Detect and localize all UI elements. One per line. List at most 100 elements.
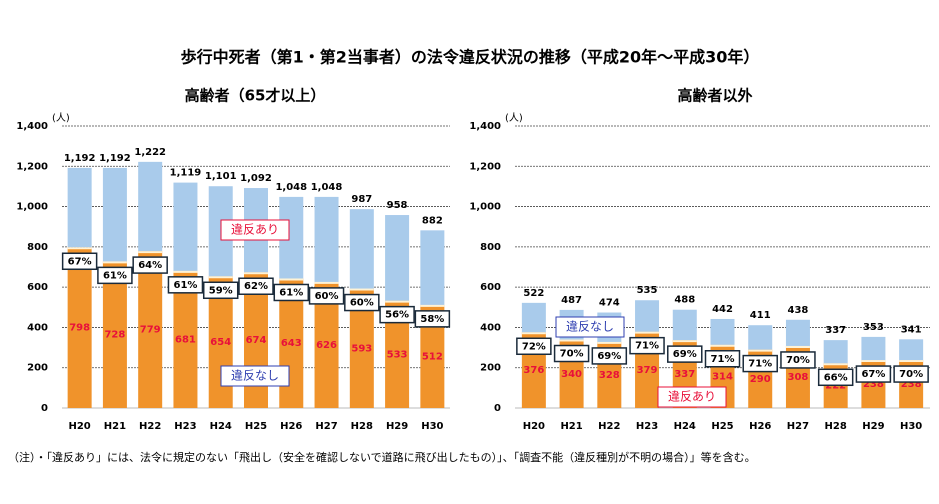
ratio-box: [132, 256, 168, 274]
total-label: 1,048: [275, 182, 307, 193]
x-tick-label: H25: [245, 421, 267, 432]
x-tick-label: H29: [862, 421, 884, 432]
bar-segment: [173, 182, 198, 271]
ratio-box: [667, 345, 703, 363]
ratio-box: [414, 310, 451, 328]
x-tick-label: H23: [636, 421, 658, 432]
ratio-box: [202, 281, 239, 300]
total-label: 337: [825, 325, 846, 336]
y-tick-label: 400: [27, 322, 48, 333]
ratio-label: 61%: [103, 270, 127, 281]
x-tick-label: H20: [523, 421, 545, 432]
ratio-box: [516, 337, 552, 356]
total-label: 1,119: [170, 168, 202, 179]
bar-segment: [314, 196, 339, 282]
ratio-label: 70%: [786, 355, 810, 366]
y-unit: (人): [505, 112, 523, 124]
y-tick-label: 0: [41, 403, 48, 414]
y-tick-label: 400: [480, 322, 501, 333]
x-tick-label: H28: [825, 421, 847, 432]
ratio-label: 61%: [279, 287, 303, 298]
value-label: 654: [210, 337, 231, 348]
value-label: 512: [422, 351, 443, 362]
value-label: 779: [140, 325, 161, 336]
ratio-label: 60%: [350, 298, 374, 309]
bar-segment: [635, 300, 660, 332]
ratio-label: 69%: [597, 351, 621, 362]
x-tick-label: H27: [315, 421, 337, 432]
chart-title: 高齢者（65才以上）: [185, 87, 326, 105]
total-label: 1,092: [240, 173, 272, 184]
ratio-box: [591, 347, 628, 365]
bar-segment: [102, 261, 127, 408]
ratio-box: [238, 277, 274, 295]
total-label: 882: [422, 215, 443, 226]
total-label: 438: [788, 305, 809, 316]
bar-segment: [710, 318, 735, 345]
series-label-box: [657, 386, 727, 408]
y-tick-label: 1,200: [469, 161, 501, 172]
ratio-box: [273, 283, 310, 302]
value-label: 379: [637, 365, 658, 376]
series-label-box: [220, 365, 290, 387]
ratio-box: [780, 351, 816, 369]
series-label-box: [220, 219, 290, 241]
value-label: 314: [712, 371, 733, 382]
ratio-box: [61, 252, 98, 271]
ratio-label: 67%: [861, 369, 885, 380]
ratio-box: [817, 368, 854, 387]
total-label: 487: [561, 295, 582, 306]
ratio-label: 72%: [522, 341, 546, 352]
bar-segment: [173, 270, 198, 408]
value-label: 798: [69, 323, 90, 334]
x-tick-label: H30: [900, 421, 922, 432]
ratio-label: 66%: [824, 372, 848, 383]
x-tick-label: H24: [674, 421, 696, 432]
ratio-box: [855, 365, 892, 383]
x-tick-label: H21: [560, 421, 582, 432]
ratio-label: 64%: [138, 260, 162, 271]
series-label-box: [555, 316, 625, 338]
bar-segment: [672, 309, 697, 341]
total-label: 1,192: [64, 153, 96, 164]
value-label: 337: [674, 369, 695, 380]
bar-segment: [67, 247, 92, 408]
value-label: 533: [387, 349, 408, 360]
bar-segment: [138, 251, 163, 408]
ratio-label: 56%: [385, 310, 409, 321]
x-tick-label: H29: [386, 421, 408, 432]
bar-segment: [420, 230, 445, 305]
y-tick-label: 1,000: [16, 202, 48, 213]
value-label: 308: [788, 372, 809, 383]
x-tick-label: H24: [210, 421, 232, 432]
bar-segment: [899, 339, 924, 361]
y-tick-label: 800: [27, 242, 48, 253]
ratio-label: 71%: [711, 354, 735, 365]
x-tick-label: H28: [351, 421, 373, 432]
y-unit: (人): [52, 112, 70, 124]
value-label: 238: [863, 379, 884, 390]
total-label: 987: [351, 194, 372, 205]
x-tick-label: H22: [598, 421, 620, 432]
ratio-box: [553, 344, 590, 363]
bar-segment: [385, 215, 410, 301]
y-tick-label: 200: [27, 363, 48, 374]
total-label: 1,222: [134, 147, 166, 158]
value-label: 238: [901, 379, 922, 390]
x-tick-label: H30: [421, 421, 443, 432]
value-label: 328: [599, 370, 620, 381]
total-label: 1,048: [311, 182, 343, 193]
x-tick-label: H26: [749, 421, 771, 432]
ratio-box: [893, 365, 929, 383]
total-label: 958: [387, 200, 408, 211]
total-label: 341: [901, 324, 922, 335]
y-tick-label: 800: [480, 242, 501, 253]
series-label: 違反あり: [231, 223, 279, 237]
total-label: 1,101: [205, 171, 237, 182]
bar-segment: [138, 161, 163, 252]
y-tick-label: 1,400: [16, 121, 48, 132]
y-tick-label: 1,000: [469, 202, 501, 213]
ratio-box: [704, 350, 741, 368]
note: （注）・「違反あり」には、法令に規定のない「飛出し（安全を確認しないで道路に飛び…: [8, 450, 756, 464]
